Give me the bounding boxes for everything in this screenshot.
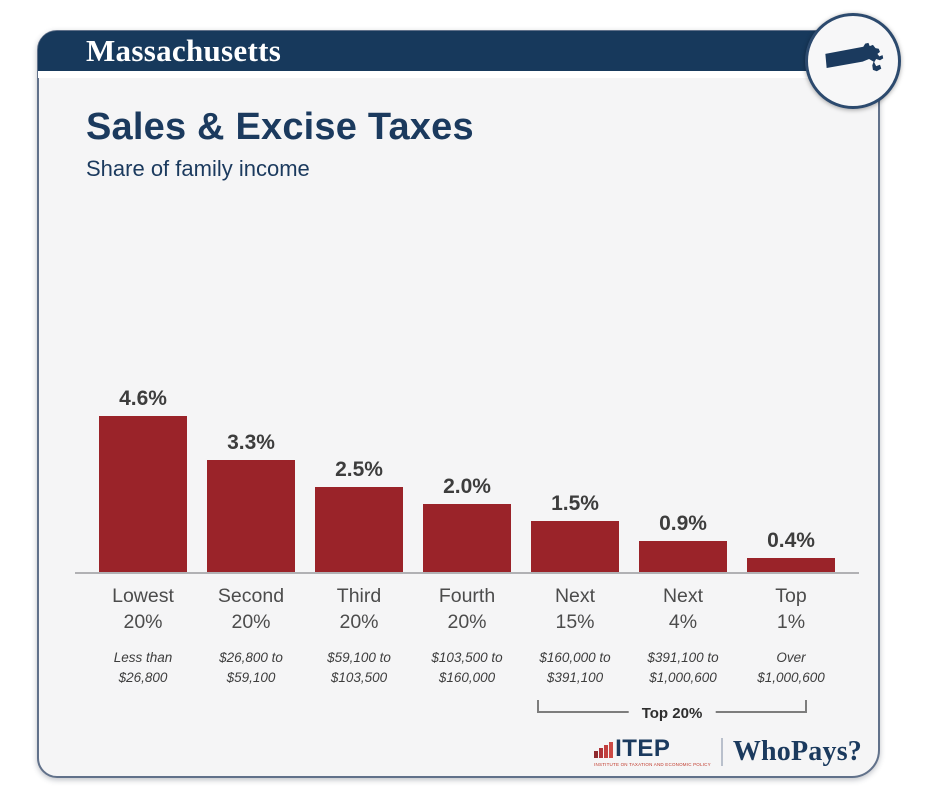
income-range-label: Less than $26,800 <box>113 649 173 685</box>
category-label: Next 4% <box>662 585 704 634</box>
income-range-row: Less than $26,800 $26,800 to $59,100 $59,100… <box>75 636 859 689</box>
category-label: Top 1% <box>775 585 807 634</box>
bar-value-label: 2.0% <box>443 475 491 498</box>
massachusetts-state-icon <box>822 41 884 82</box>
bar <box>99 415 187 572</box>
bar-column: 2.5% <box>305 384 413 572</box>
bar-columns: 4.6% 3.3% 2.5% 2.0% 1.5% 0.9% 0.4% <box>75 384 859 572</box>
footer-logos: ITEP INSTITUTE ON TAXATION AND ECONOMIC … <box>594 736 862 768</box>
bar <box>639 541 727 572</box>
category-label: Next 15% <box>554 585 596 634</box>
bar-value-label: 4.6% <box>119 386 167 410</box>
logo-separator <box>720 738 723 766</box>
top20-bracket-label: Top 20% <box>628 705 716 722</box>
state-report-card: Massachusetts Sales & Excise Taxes Share… <box>37 13 901 778</box>
title-block: Sales & Excise Taxes Share of family inc… <box>86 106 474 182</box>
income-range-label: $160,000 to $391,100 <box>539 649 611 685</box>
bar-column: 3.3% <box>197 384 305 572</box>
bar <box>423 504 511 572</box>
bar-column: 2.0% <box>413 384 521 572</box>
income-range-label: $26,800 to $59,100 <box>219 649 283 685</box>
itep-logo-caption: INSTITUTE ON TAXATION AND ECONOMIC POLIC… <box>594 762 711 768</box>
whopays-logo-text: WhoPays? <box>732 736 862 767</box>
page-title: Sales & Excise Taxes <box>86 106 474 148</box>
category-label: Third 20% <box>336 585 382 634</box>
itep-barchart-icon <box>594 741 614 758</box>
bar-value-label: 0.9% <box>659 512 707 536</box>
bar <box>531 521 619 572</box>
bar-value-label: 3.3% <box>227 430 275 454</box>
bar-chart: 4.6% 3.3% 2.5% 2.0% 1.5% 0.9% 0.4% Lowest 20% Se… <box>75 384 859 722</box>
bar <box>747 558 835 572</box>
income-range-label: $59,100 to $103,500 <box>327 649 391 685</box>
bar-column: 4.6% <box>89 384 197 572</box>
top20-bracket: Top 20% <box>537 700 807 722</box>
category-label: Lowest 20% <box>112 585 174 634</box>
bar-column: 0.4% <box>737 384 845 572</box>
bar <box>207 459 295 572</box>
itep-logo-text: ITEP <box>615 734 671 762</box>
bar-value-label: 1.5% <box>551 492 599 515</box>
page-subtitle: Share of family income <box>86 156 310 181</box>
category-label-row: Lowest 20% Second 20% Third 20% Fourth 20% Next 1… <box>75 574 859 636</box>
bar-column: 1.5% <box>521 384 629 572</box>
x-axis-line <box>75 572 859 574</box>
header-bar: Massachusetts <box>38 31 879 78</box>
bar <box>315 487 403 572</box>
income-range-label: $391,100 to $1,000,600 <box>647 649 719 685</box>
state-badge <box>805 13 901 109</box>
bar-value-label: 0.4% <box>767 529 815 553</box>
income-range-label: $103,500 to $160,000 <box>431 649 503 685</box>
itep-logo: ITEP INSTITUTE ON TAXATION AND ECONOMIC … <box>594 734 711 768</box>
state-name: Massachusetts <box>86 33 282 68</box>
category-label: Fourth 20% <box>438 585 496 634</box>
bar-column: 0.9% <box>629 384 737 572</box>
category-label: Second 20% <box>217 585 285 634</box>
bar-value-label: 2.5% <box>335 458 383 481</box>
income-range-label: Over $1,000,600 <box>757 649 825 685</box>
